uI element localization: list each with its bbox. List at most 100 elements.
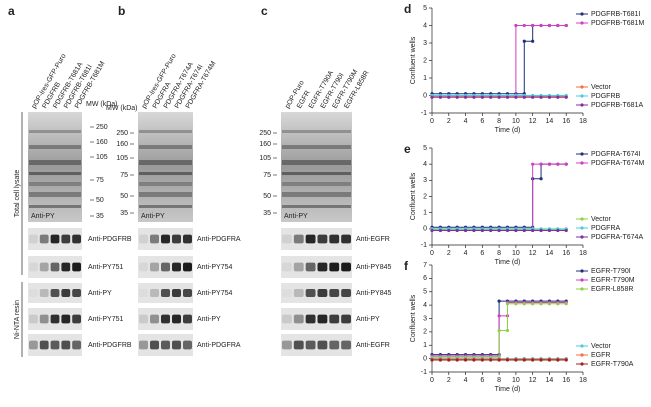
point bbox=[472, 95, 476, 99]
blot-label: Anti-PDGFRB bbox=[88, 236, 132, 243]
blot-band bbox=[329, 262, 340, 272]
panel-label: b bbox=[118, 4, 125, 18]
blot-band bbox=[329, 289, 340, 297]
point bbox=[547, 23, 552, 28]
point bbox=[564, 228, 568, 233]
blot-band bbox=[29, 145, 81, 149]
legend-label: PDGFRA-T674M bbox=[591, 160, 644, 167]
x-tick-label: 6 bbox=[480, 377, 484, 384]
blot bbox=[281, 283, 352, 303]
blot-band bbox=[282, 172, 351, 175]
point bbox=[564, 95, 568, 99]
x-tick-label: 4 bbox=[464, 250, 468, 257]
blot-label: Anti-EGFR bbox=[356, 342, 390, 349]
series-line bbox=[432, 163, 567, 228]
blot-band bbox=[305, 314, 316, 324]
point bbox=[514, 358, 518, 362]
point bbox=[489, 228, 493, 233]
point bbox=[447, 358, 451, 362]
point bbox=[539, 23, 543, 28]
blot-band bbox=[341, 262, 351, 272]
x-tick-label: 0 bbox=[430, 377, 434, 384]
x-tick-label: 18 bbox=[579, 250, 587, 257]
blot-band bbox=[139, 205, 192, 208]
point bbox=[455, 95, 459, 99]
mw-label: 105 bbox=[96, 154, 108, 161]
blot-label: Anti-PY bbox=[141, 213, 165, 220]
panel-label: d bbox=[404, 2, 411, 16]
legend-label: Vector bbox=[591, 84, 612, 91]
point bbox=[497, 314, 501, 318]
blot-band bbox=[39, 289, 49, 297]
legend-label: PDGFRA-T674I bbox=[591, 151, 640, 158]
blot-band bbox=[293, 234, 304, 244]
legend-label: EGFR-T790M bbox=[591, 277, 635, 284]
mw-label: 160 bbox=[259, 141, 271, 148]
point bbox=[522, 358, 526, 362]
legend-marker bbox=[580, 362, 584, 366]
blot-band bbox=[50, 340, 60, 350]
blot-band bbox=[139, 314, 148, 324]
blot-band bbox=[161, 289, 170, 297]
point bbox=[505, 228, 510, 233]
mw-label: 250 bbox=[96, 124, 108, 131]
blot-label: Anti-PY bbox=[197, 316, 221, 323]
blot-band bbox=[29, 130, 81, 133]
blot-band bbox=[317, 262, 328, 272]
blot-band bbox=[29, 160, 81, 165]
mw-label: 160 bbox=[116, 141, 128, 148]
blot-label: Anti-PY bbox=[284, 213, 308, 220]
x-axis-title: Time (d) bbox=[495, 127, 521, 134]
x-tick-label: 2 bbox=[447, 377, 451, 384]
blot-band bbox=[139, 130, 192, 133]
blot-band bbox=[139, 262, 148, 272]
blot-band bbox=[172, 289, 181, 297]
blot-band bbox=[282, 205, 351, 208]
series-line bbox=[432, 163, 567, 230]
mw-label: 75 bbox=[263, 172, 271, 179]
blot-band bbox=[29, 192, 81, 197]
blot-band bbox=[293, 262, 304, 272]
point bbox=[531, 302, 535, 306]
legend-label: PDGFRB-T681I bbox=[591, 11, 640, 18]
mw-label: 50 bbox=[120, 193, 128, 200]
blot-band bbox=[282, 340, 292, 350]
point bbox=[539, 177, 543, 181]
blot-band bbox=[72, 234, 81, 244]
blot-band bbox=[161, 314, 170, 324]
x-tick-label: 2 bbox=[447, 250, 451, 257]
point bbox=[463, 228, 468, 233]
blot-band bbox=[183, 289, 192, 297]
blot-band bbox=[29, 234, 38, 244]
point bbox=[455, 228, 459, 233]
legend-marker bbox=[580, 103, 584, 107]
blot-band bbox=[317, 289, 328, 297]
legend-label: PDGFRB-T681M bbox=[591, 20, 644, 27]
blot-band bbox=[39, 340, 49, 350]
point bbox=[547, 95, 552, 99]
point bbox=[556, 228, 560, 233]
point bbox=[539, 95, 543, 99]
blot-band bbox=[139, 340, 148, 350]
point bbox=[556, 23, 560, 28]
point bbox=[522, 228, 526, 233]
blot-band bbox=[39, 234, 49, 244]
blot-label: Anti-PDGFRB bbox=[88, 342, 132, 349]
blot-band bbox=[282, 234, 292, 244]
x-tick-label: 8 bbox=[497, 250, 501, 257]
x-tick-label: 16 bbox=[562, 377, 570, 384]
x-tick-label: 14 bbox=[546, 118, 554, 125]
legend-marker bbox=[580, 226, 584, 230]
blot-band bbox=[29, 314, 38, 324]
blot-band bbox=[72, 314, 81, 324]
mw-title: MW (kDa) bbox=[86, 101, 118, 108]
blot-band bbox=[29, 172, 81, 175]
y-axis-title: Confluent wells bbox=[410, 172, 417, 220]
legend-label: EGFR-L858R bbox=[591, 286, 633, 293]
blot-label: Anti-PY751 bbox=[88, 264, 124, 271]
blot-band bbox=[72, 289, 81, 297]
legend-marker bbox=[580, 269, 584, 273]
mw-label: 105 bbox=[259, 155, 271, 162]
x-tick-label: 0 bbox=[430, 250, 434, 257]
